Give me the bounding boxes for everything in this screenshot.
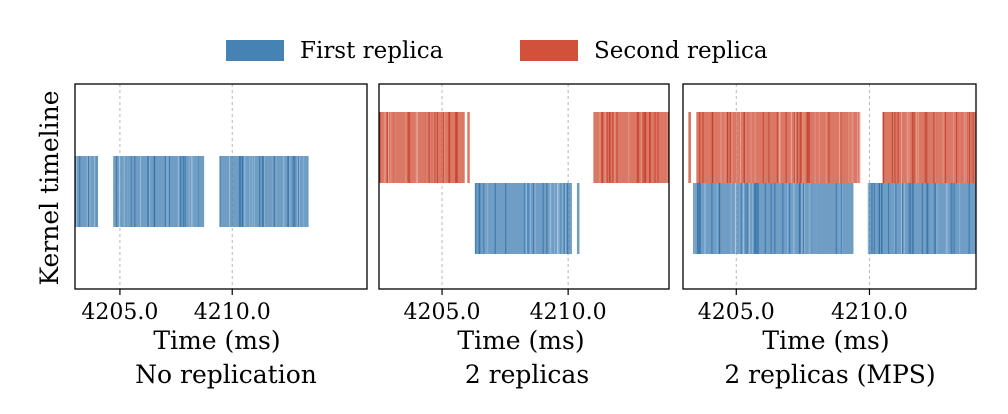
legend-label-second-replica: Second replica — [594, 38, 768, 64]
legend-swatch-first-replica — [226, 40, 284, 61]
kernel-segment-second-replica — [688, 112, 691, 183]
kernel-segment-second-replica — [882, 112, 976, 183]
panel-2-replicas: Time (ms) 2 replicas 4205.0 4210.0 — [378, 83, 670, 389]
kernel-segment-first-replica — [474, 183, 572, 254]
legend-label-first-replica: First replica — [300, 38, 444, 64]
x-tick-label: 4210.0 — [194, 300, 271, 325]
x-tick-label: 4205.0 — [404, 300, 481, 325]
axes-frame — [682, 83, 977, 290]
kernel-segment-second-replica — [696, 112, 861, 183]
y-axis-label: Kernel timeline — [35, 90, 64, 285]
kernel-segment-second-replica — [379, 112, 465, 183]
x-axis-label: Time (ms) — [457, 326, 584, 355]
axes-frame — [74, 83, 368, 290]
panel-caption: 2 replicas — [465, 360, 589, 389]
kernel-segment-first-replica — [576, 183, 580, 254]
x-tick-label: 4210.0 — [530, 300, 607, 325]
plot-area — [75, 84, 309, 289]
x-tick-label: 4205.0 — [698, 300, 775, 325]
x-tick-label: 4205.0 — [81, 300, 158, 325]
kernel-segment-first-replica — [75, 156, 98, 227]
panel-caption: No replication — [135, 360, 317, 389]
plot-area — [379, 84, 669, 289]
kernel-segment-first-replica — [693, 183, 854, 254]
panel-no-replication: Time (ms) No replication 4205.0 4210.0 — [74, 83, 368, 389]
x-axis-label: Time (ms) — [153, 326, 280, 355]
plot-area — [688, 84, 976, 289]
axes-frame — [378, 83, 670, 290]
panel-2-replicas-mps: Time (ms) 2 replicas (MPS) 4205.0 4210.0 — [682, 83, 977, 389]
panel-caption: 2 replicas (MPS) — [724, 360, 935, 389]
legend-swatch-second-replica — [520, 40, 578, 61]
legend: First replica Second replica — [226, 38, 768, 64]
x-axis-label: Time (ms) — [762, 326, 889, 355]
kernel-segment-second-replica — [467, 112, 470, 183]
x-tick-label: 4210.0 — [831, 300, 908, 325]
